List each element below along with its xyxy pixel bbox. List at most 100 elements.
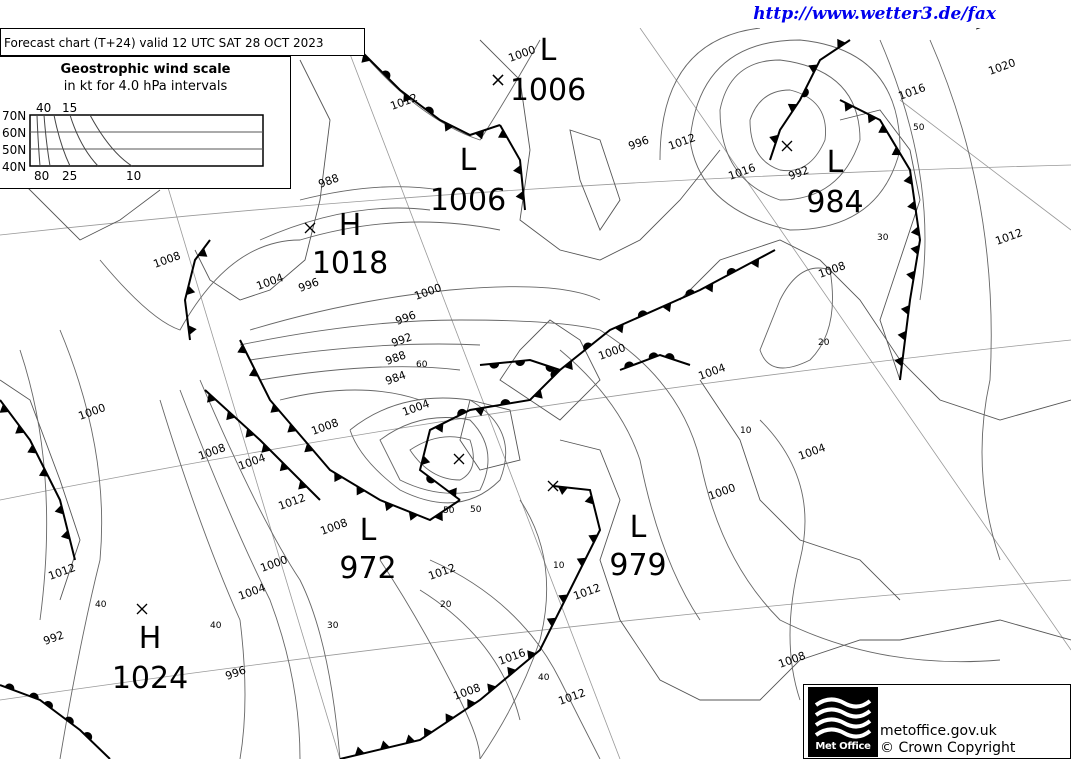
front-triangle <box>445 713 455 723</box>
system-type: L <box>630 510 647 545</box>
center-cross-icon <box>492 74 504 86</box>
wind-scale-title: Geostrophic wind scale <box>60 62 231 77</box>
front-triangle <box>498 129 508 139</box>
isobar <box>379 417 489 494</box>
front-triangle <box>384 501 394 512</box>
front-triangle <box>408 511 419 521</box>
lat-label: 60N <box>2 126 26 140</box>
system-pressure: 1006 <box>510 73 586 108</box>
front-triangle <box>808 64 818 74</box>
isobar <box>879 39 926 301</box>
front-triangle <box>844 102 854 112</box>
front-triangle <box>897 330 907 341</box>
speed-label: 15 <box>62 101 77 115</box>
speed-label: 80 <box>34 169 49 183</box>
front-semicircle <box>457 408 467 417</box>
front-triangle <box>878 124 888 133</box>
front-triangle <box>588 534 598 544</box>
geostrophic-wind-scale: Geostrophic wind scale in kt for 4.0 hPa… <box>0 56 291 189</box>
front-triangle <box>448 487 457 497</box>
front-triangle <box>558 594 568 604</box>
cold-front <box>204 389 321 501</box>
front-triangle <box>837 38 846 49</box>
system-type: H <box>139 621 162 656</box>
isobar <box>409 436 474 481</box>
front-triangle <box>557 486 568 496</box>
front-triangle <box>576 557 587 567</box>
front-triangle <box>237 344 247 354</box>
front-triangle <box>507 666 517 677</box>
isobar <box>929 39 1001 561</box>
isobar <box>249 343 481 361</box>
front-triangle <box>527 650 537 660</box>
site-link[interactable]: metoffice.gov.uk <box>880 723 997 739</box>
coastlines <box>0 39 1071 701</box>
occluded-front <box>769 39 851 161</box>
front-triangle <box>907 200 916 211</box>
front-triangle <box>769 134 779 145</box>
system-type: L <box>540 33 557 68</box>
chart-title: Forecast chart (T+24) valid 12 UTC SAT 2… <box>0 28 365 56</box>
front-semicircle <box>64 716 74 725</box>
front-triangle <box>279 461 289 472</box>
isobar <box>19 349 48 621</box>
lat-label: 70N <box>2 109 26 123</box>
front-semicircle <box>648 352 659 360</box>
lat-lon-grid <box>0 28 1071 759</box>
isobar <box>179 389 301 759</box>
isobar <box>259 366 461 381</box>
front-triangle <box>584 494 594 505</box>
front-triangle <box>423 727 433 738</box>
front-semicircle <box>83 731 93 741</box>
front-triangle <box>380 740 390 750</box>
center-cross-icon <box>304 222 316 234</box>
front-triangle <box>444 122 454 132</box>
front-semicircle <box>424 106 434 115</box>
front-triangle <box>614 323 624 334</box>
isobar <box>99 221 501 331</box>
front-triangle <box>207 393 217 403</box>
front-triangle <box>906 270 915 281</box>
isobar <box>359 39 541 141</box>
wind-speed-label: 20 <box>440 600 452 610</box>
wind-speed-label: 10 <box>553 561 565 571</box>
front-triangle <box>474 130 485 140</box>
system-type: L <box>827 145 844 180</box>
isobar <box>249 286 601 331</box>
front-triangle <box>261 443 271 453</box>
pressure-system-low: L 984 <box>781 140 864 220</box>
system-pressure: 1024 <box>112 661 188 696</box>
wind-scale-diagram: 70N 60N 50N 40N 40 15 80 25 10 <box>2 101 264 183</box>
front-semicircle <box>515 360 526 366</box>
front-semicircle <box>4 683 15 691</box>
front-triangle <box>533 389 543 399</box>
front-triangle <box>298 480 308 490</box>
isobar <box>259 207 431 241</box>
isobar <box>159 399 246 759</box>
wind-speed-label: 50 <box>913 123 925 133</box>
front-triangle <box>891 146 902 156</box>
source-url-link[interactable]: http://www.wetter3.de/fax <box>753 4 996 24</box>
wind-speed-label: 40 <box>95 600 107 610</box>
system-type: L <box>460 143 477 178</box>
wind-speed-label: 40 <box>210 621 222 631</box>
isobar <box>559 349 701 621</box>
front-triangle <box>354 746 365 756</box>
front-triangle <box>474 407 485 417</box>
wind-speed-label: 10 <box>740 426 752 436</box>
isobar <box>239 319 601 346</box>
wind-speed-label: 40 <box>538 673 550 683</box>
isobar <box>419 589 521 721</box>
isobar <box>689 39 901 231</box>
wind-speed-label: 50 <box>470 505 482 515</box>
front-semicircle <box>801 87 809 98</box>
speed-label: 10 <box>126 169 141 183</box>
pressure-system-low: L 1006 <box>492 33 586 108</box>
isobar <box>719 59 861 201</box>
speed-label: 40 <box>36 101 51 115</box>
wind-speed-label: 60 <box>416 360 428 370</box>
front-triangle <box>434 511 443 522</box>
